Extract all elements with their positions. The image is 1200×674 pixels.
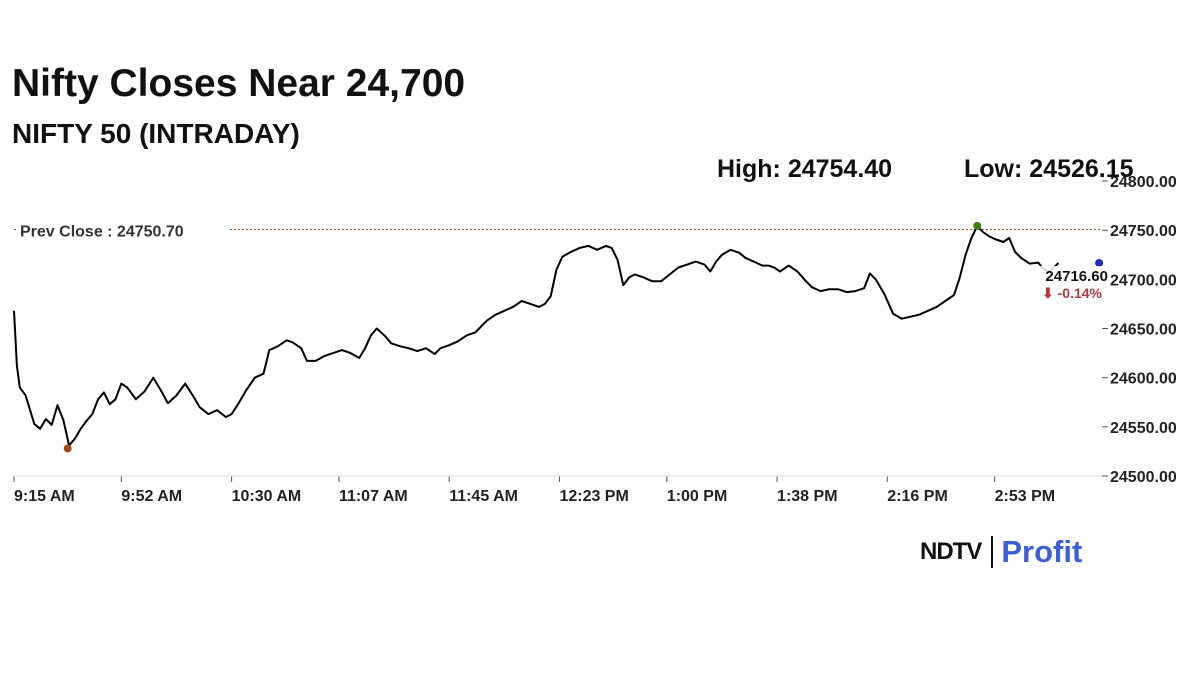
x-axis-ticks: 9:15 AM 9:52 AM 10:30 AM 11:07 AM 11:45 AM 12… xyxy=(13,476,1055,505)
prev-close-label: Prev Close : 24750.70 xyxy=(20,223,184,240)
ndtv-profit-logo: NDTV Profit xyxy=(920,532,1082,572)
x-tick-label: 1:38 PM xyxy=(777,488,837,505)
x-tick-label: 1:00 PM xyxy=(667,488,727,505)
price-series-line xyxy=(13,225,1060,447)
x-tick-label: 9:15 AM xyxy=(14,488,75,505)
last-price-marker xyxy=(1095,259,1104,268)
day-low-stat: Low: 24526.15 xyxy=(964,155,1134,183)
chart-subtitle: NIFTY 50 (INTRADAY) xyxy=(12,118,300,149)
y-tick-label: 24600.00 xyxy=(1110,371,1177,388)
last-price-change: ⬇ -0.14% xyxy=(1042,285,1103,301)
x-tick-label: 11:07 AM xyxy=(339,488,408,505)
y-tick-label: 24550.00 xyxy=(1110,420,1177,437)
last-price-label-bg xyxy=(1038,266,1110,303)
y-tick-label: 24650.00 xyxy=(1110,322,1177,339)
chart-markers xyxy=(63,221,1104,453)
y-tick-label: 24750.00 xyxy=(1110,223,1177,240)
last-price-value: 24716.60 xyxy=(1045,268,1108,285)
y-tick-label: 24500.00 xyxy=(1110,469,1177,486)
x-tick-label: 2:16 PM xyxy=(887,488,947,505)
high-marker xyxy=(973,221,982,230)
y-tick-label: 24800.00 xyxy=(1110,174,1177,191)
x-tick-label: 10:30 AM xyxy=(232,488,302,505)
page-title: Nifty Closes Near 24,700 xyxy=(12,62,466,105)
brand-divider xyxy=(991,536,994,568)
brand-ndtv: NDTV xyxy=(920,538,982,565)
low-marker xyxy=(63,444,72,453)
x-tick-label: 9:52 AM xyxy=(121,488,182,505)
x-tick-label: 11:45 AM xyxy=(449,488,518,505)
brand-profit: Profit xyxy=(1001,534,1083,569)
prev-close-label-bg xyxy=(16,217,228,242)
x-tick-label: 12:23 PM xyxy=(559,488,628,505)
y-axis-ticks: 24500.00 24550.00 24600.00 24650.00 24700.00… xyxy=(1102,174,1177,486)
day-high-stat: High: 24754.40 xyxy=(717,155,893,183)
y-tick-label: 24700.00 xyxy=(1110,272,1177,289)
x-tick-label: 2:53 PM xyxy=(995,488,1055,505)
